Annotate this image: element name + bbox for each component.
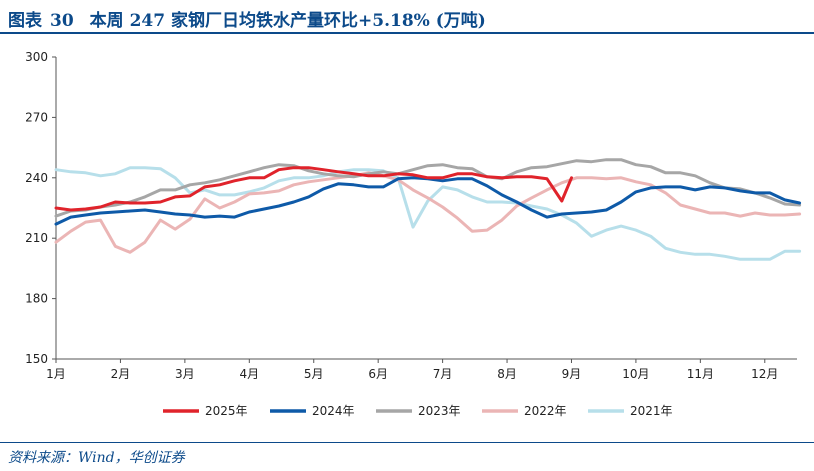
figure-title-text: 本周 247 家钢厂日均铁水产量环比+5.18% (万吨) <box>89 11 486 31</box>
x-tick-label: 8月 <box>497 367 517 381</box>
legend-label: 2024年 <box>312 404 355 418</box>
title-rule <box>0 32 814 34</box>
x-tick-label: 7月 <box>433 367 453 381</box>
x-tick-label: 3月 <box>175 367 195 381</box>
source-note: 资料来源：Wind，华创证券 <box>8 450 185 466</box>
x-tick-label: 10月 <box>622 367 649 381</box>
chart-axes: 150 180 210 240 270 300 1月 2月 3月 4月 5月 6月 7月 8月 9月 10月 1… <box>25 50 797 381</box>
x-tick-label: 4月 <box>239 367 259 381</box>
x-tick-label: 12月 <box>751 367 778 381</box>
legend-label: 2025年 <box>205 404 248 418</box>
figure-label: 图表 <box>8 11 42 31</box>
chart-series-lines <box>54 158 802 261</box>
y-tick-label: 180 <box>25 292 48 306</box>
legend-label: 2021年 <box>630 404 673 418</box>
y-tick-label: 150 <box>25 352 48 366</box>
figure-number: 30 <box>50 11 74 31</box>
footer-rule <box>0 442 814 443</box>
line-chart: 150 180 210 240 270 300 1月 2月 3月 4月 5月 6月 7月 8月 9月 10月 1… <box>25 50 802 418</box>
y-tick-label: 300 <box>25 50 48 64</box>
x-tick-label: 11月 <box>687 367 714 381</box>
x-tick-label: 5月 <box>304 367 324 381</box>
x-tick-label: 1月 <box>46 367 66 381</box>
y-tick-label: 240 <box>25 171 48 185</box>
legend-label: 2022年 <box>524 404 567 418</box>
x-tick-label: 9月 <box>562 367 582 381</box>
series-line-2025年 <box>54 166 573 212</box>
x-tick-label: 2月 <box>111 367 131 381</box>
y-tick-label: 210 <box>25 231 48 245</box>
figure-title: 图表 30 本周 247 家钢厂日均铁水产量环比+5.18% (万吨) <box>8 6 486 31</box>
y-tick-label: 270 <box>25 110 48 124</box>
chart-legend: 2025年 2024年 2023年 2022年 2021年 <box>163 404 673 418</box>
x-tick-label: 6月 <box>368 367 388 381</box>
series-line-2021年 <box>54 166 802 261</box>
legend-label: 2023年 <box>418 404 461 418</box>
series-line-2022年 <box>54 171 802 254</box>
series-line-2023年 <box>54 158 802 218</box>
